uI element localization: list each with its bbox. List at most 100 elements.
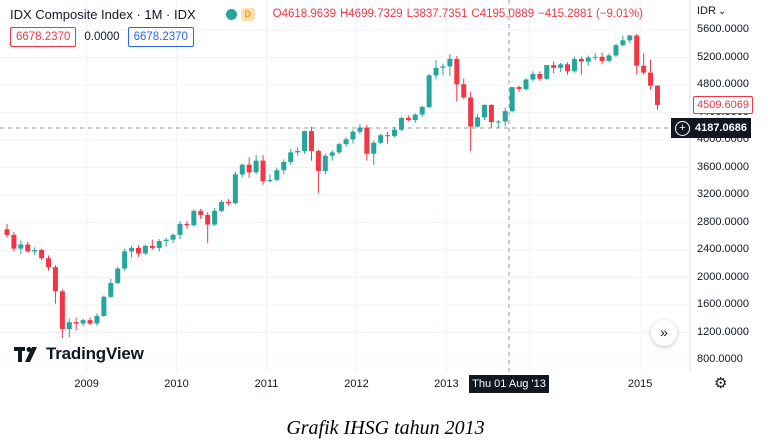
candle [620,35,626,47]
candle [219,199,225,213]
candle [606,53,612,63]
trade-row: 6678.2370 0.0000 6678.2370 [10,27,194,47]
candle [405,115,411,122]
candle-body [364,127,370,154]
candle [122,248,128,271]
candle-body [302,131,308,151]
candle [565,62,571,75]
candle [641,53,647,75]
candle [481,104,487,121]
candle-body [412,114,418,121]
chevron-down-icon: ⌄ [717,6,727,17]
candle-body [308,131,314,151]
low-value: L3837.7351 [406,8,468,20]
buy-price-box[interactable]: 6678.2370 [127,27,194,47]
candle-body [25,244,31,252]
brand-name: TradingView [46,344,144,363]
candle-body [530,74,536,80]
chart-area[interactable]: IDX Composite Index · 1M · IDX D O4618.9… [0,0,771,400]
candle [544,65,550,81]
symbol-title[interactable]: IDX Composite Index · 1M · IDX [10,6,196,22]
candle-body [426,75,432,107]
candle [426,74,432,109]
candle [343,137,349,147]
candle-body [184,223,190,226]
candle [295,147,301,156]
candle [4,223,10,238]
candle [488,104,494,128]
candle [142,244,148,255]
candle-body [468,97,474,127]
candle-body [225,201,231,204]
candle-body [488,104,494,123]
figure-caption: Grafik IHSG tahun 2013 [286,417,485,439]
candle-body [475,117,481,127]
candle [170,233,176,244]
candle [184,221,190,229]
candle [419,105,425,117]
y-tick-label: 3600.0000 [697,160,749,173]
add-plus-icon[interactable]: + [675,121,690,136]
candle [246,157,252,178]
candle [627,34,633,44]
candle [475,113,481,128]
candle-body [571,58,577,72]
candle-body [260,160,266,182]
candle-body [516,87,522,90]
candle [281,159,287,175]
candle [433,60,439,80]
y-tick-label: 5600.0000 [697,23,749,35]
candle [454,56,460,102]
candlestick-chart[interactable] [0,0,771,400]
candle [225,199,231,206]
candle [502,107,508,127]
high-value: H4699.7329 [339,8,403,20]
candle [336,142,342,155]
candle [25,241,31,253]
candle-body [585,57,591,62]
y-tick-label: 2000.0000 [697,270,749,283]
candle-body [454,58,460,85]
candle [163,237,169,247]
candle-body [295,151,301,153]
candle [274,167,280,182]
candles [4,34,660,338]
candle-body [198,210,204,215]
tradingview-logo[interactable]: TradingView [14,344,144,364]
candle [350,129,356,144]
y-tick-label: 3200.0000 [697,188,749,200]
candle-body [191,210,197,226]
candle [198,208,204,220]
candle-body [398,118,404,130]
candle-body [170,234,176,240]
crosshair [0,0,690,372]
candle-body [94,316,100,324]
double-chevron-right-icon: » [660,324,668,340]
candle-body [544,65,550,79]
scroll-to-realtime-button[interactable]: » [651,320,677,346]
close-value: C4195.0889 [471,8,535,20]
candle [94,313,100,326]
candle-body [246,164,252,173]
candle-body [433,67,439,76]
gear-icon[interactable]: ⚙ [714,375,728,392]
candle-body [495,121,501,123]
candle-body [115,268,121,283]
candle-body [52,267,58,292]
open-value: O4618.9639 [272,8,336,20]
candle [571,56,577,73]
candle-body [447,58,453,67]
candle-body [212,210,218,225]
candle-body [329,152,335,156]
candle [398,116,404,132]
candle [52,265,58,304]
candle-body [108,283,114,297]
candle-body [551,65,557,68]
sell-price-box[interactable]: 6678.2370 [10,27,77,47]
candle-body [80,320,86,324]
candle-body [419,107,425,115]
candle [260,155,266,185]
candle-body [156,241,162,248]
data-delay-badge[interactable]: D [240,7,255,21]
currency-selector[interactable]: IDR ⌄ [697,5,726,17]
